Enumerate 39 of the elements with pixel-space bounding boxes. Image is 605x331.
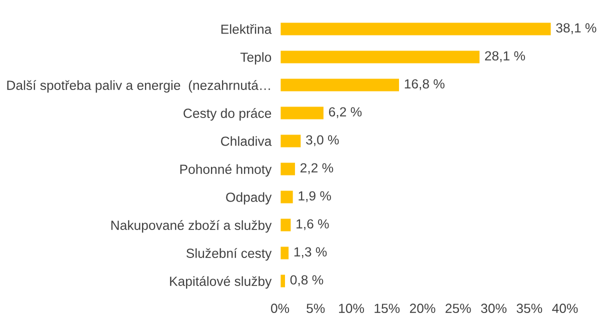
x-tick-label: 25%	[446, 304, 471, 314]
x-tick-label: 5%	[306, 304, 325, 314]
x-tick-label: 40%	[552, 304, 578, 314]
x-tick-label: 0%	[270, 304, 290, 314]
data-label: 38,1 %	[556, 23, 596, 34]
x-tick-label: 30%	[481, 304, 506, 314]
y-tick-label: Kapitálové služby	[170, 276, 272, 289]
bar	[280, 105, 325, 121]
data-label: 6,2 %	[329, 107, 362, 118]
bar	[280, 49, 481, 65]
data-label: 3,0 %	[306, 135, 339, 146]
bar	[280, 189, 294, 205]
y-tick-label: Chladiva	[221, 136, 272, 146]
x-tick-label: 10%	[339, 304, 364, 314]
y-tick-label: Cesty do práce	[184, 108, 272, 121]
data-label: 1,3 %	[294, 247, 327, 258]
x-tick-label: 35%	[516, 304, 542, 314]
data-label: 2,2 %	[300, 163, 334, 174]
data-label: 16,8 %	[404, 79, 444, 90]
bar	[280, 133, 302, 149]
data-label: 1,9 %	[298, 191, 331, 202]
y-tick-label: Služební cesty	[186, 248, 272, 261]
bar	[280, 245, 290, 261]
bar	[280, 21, 552, 37]
y-tick-label: Elektřina	[221, 24, 272, 34]
x-tick-label: 15%	[374, 304, 400, 314]
y-tick-label: Nakupované zboží a služby	[111, 220, 272, 233]
y-tick-label: Teplo	[240, 52, 272, 65]
x-tick-label: 20%	[410, 304, 436, 314]
bar	[280, 273, 286, 289]
bar	[280, 77, 400, 93]
bar	[280, 161, 296, 177]
bar	[280, 217, 292, 233]
data-label: 28,1 %	[485, 51, 525, 62]
y-tick-label: Odpady	[226, 192, 272, 205]
y-tick-label: Pohonné hmoty	[180, 164, 272, 177]
y-tick-label: Další spotřeba paliv a energie (nezahrnutá…	[7, 80, 270, 93]
data-label: 0,8 %	[290, 275, 324, 286]
data-label: 1,6 %	[296, 219, 329, 230]
